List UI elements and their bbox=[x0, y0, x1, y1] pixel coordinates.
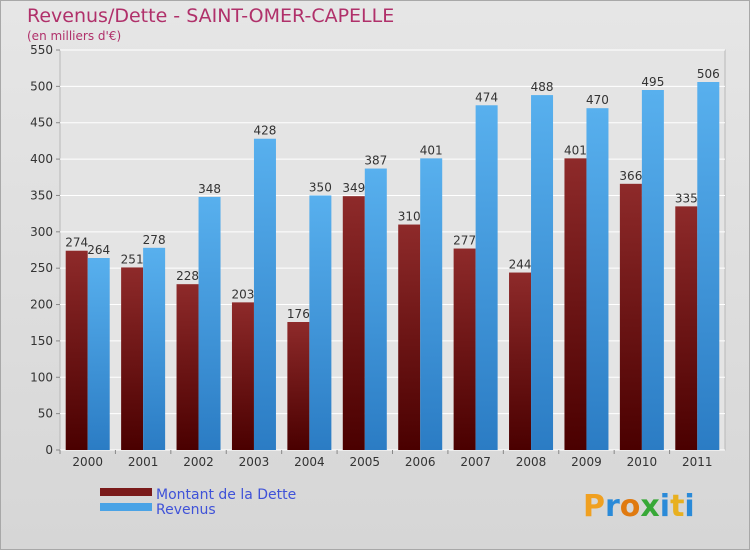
bar-debt bbox=[287, 322, 310, 450]
chart-title: Revenus/Dette - SAINT-OMER-CAPELLE bbox=[27, 5, 394, 27]
bar-revenue bbox=[364, 168, 387, 450]
value-label-debt: 251 bbox=[121, 252, 144, 266]
legend-swatch-revenue bbox=[100, 503, 152, 511]
value-label-revenue: 401 bbox=[420, 143, 443, 157]
bar-debt bbox=[342, 196, 365, 450]
value-label-debt: 274 bbox=[65, 236, 88, 250]
bar-debt bbox=[231, 302, 254, 450]
value-label-debt: 228 bbox=[176, 269, 199, 283]
x-tick-label: 2003 bbox=[239, 455, 270, 469]
y-tick-label: 400 bbox=[30, 152, 53, 166]
bar-revenue bbox=[531, 95, 554, 450]
value-label-revenue: 264 bbox=[87, 243, 110, 257]
bar-revenue bbox=[87, 258, 110, 450]
value-label-debt: 366 bbox=[619, 169, 642, 183]
legend-label-debt: Montant de la Dette bbox=[156, 487, 296, 503]
y-tick-label: 500 bbox=[30, 79, 53, 93]
bar-debt bbox=[619, 183, 642, 450]
value-label-revenue: 428 bbox=[254, 124, 277, 138]
value-label-revenue: 495 bbox=[641, 75, 664, 89]
y-axis-ticks: 0 50 100 150 200 250 300 350 400 450 500 550 bbox=[30, 43, 60, 457]
legend-swatch-debt bbox=[100, 488, 152, 496]
legend-label-revenue: Revenus bbox=[156, 502, 216, 518]
bar-debt bbox=[675, 206, 698, 450]
x-tick-label: 2009 bbox=[571, 455, 602, 469]
x-tick-label: 2007 bbox=[460, 455, 491, 469]
x-tick-label: 2004 bbox=[294, 455, 325, 469]
y-tick-label: 0 bbox=[45, 443, 53, 457]
bar-debt bbox=[65, 250, 88, 450]
bar-revenue bbox=[641, 90, 664, 450]
grid-lines bbox=[60, 49, 725, 451]
bar-debt bbox=[176, 284, 199, 450]
bar-debt bbox=[509, 272, 532, 450]
x-axis-ticks: 2000 2001 2002 2003 2004 2005 2006 2007 2008 2009… bbox=[59, 450, 713, 469]
value-label-debt: 203 bbox=[232, 287, 255, 301]
value-label-revenue: 387 bbox=[364, 154, 387, 168]
x-tick-label: 2006 bbox=[405, 455, 436, 469]
value-label-revenue: 474 bbox=[475, 90, 498, 104]
bar-revenue bbox=[253, 138, 276, 450]
value-label-revenue: 348 bbox=[198, 182, 221, 196]
y-tick-label: 200 bbox=[30, 298, 53, 312]
y-tick-label: 450 bbox=[30, 116, 53, 130]
bar-debt bbox=[121, 267, 144, 450]
y-tick-label: 250 bbox=[30, 261, 53, 275]
y-tick-label: 300 bbox=[30, 225, 53, 239]
y-tick-label: 100 bbox=[30, 370, 53, 384]
chart-subtitle: (en milliers d'€) bbox=[27, 29, 121, 43]
x-tick-label: 2002 bbox=[183, 455, 214, 469]
value-label-debt: 335 bbox=[675, 191, 698, 205]
value-label-revenue: 470 bbox=[586, 93, 609, 107]
value-label-revenue: 506 bbox=[697, 67, 720, 81]
x-tick-label: 2000 bbox=[72, 455, 103, 469]
bar-debt bbox=[453, 248, 476, 450]
value-label-revenue: 278 bbox=[143, 233, 166, 247]
bar-revenue bbox=[475, 105, 498, 450]
bar-revenue bbox=[420, 158, 443, 450]
legend: Montant de la Dette Revenus bbox=[100, 487, 296, 518]
bar-debt bbox=[564, 158, 587, 450]
value-label-revenue: 488 bbox=[531, 80, 554, 94]
plot-area bbox=[59, 49, 726, 451]
value-label-debt: 349 bbox=[342, 181, 365, 195]
y-tick-label: 50 bbox=[38, 407, 53, 421]
x-tick-label: 2001 bbox=[128, 455, 159, 469]
x-tick-label: 2008 bbox=[516, 455, 547, 469]
x-tick-label: 2011 bbox=[682, 455, 713, 469]
value-label-debt: 244 bbox=[509, 258, 532, 272]
bar-revenue bbox=[309, 195, 332, 450]
bar-revenue bbox=[198, 196, 221, 450]
value-label-debt: 401 bbox=[564, 143, 587, 157]
bar-revenue bbox=[586, 108, 609, 450]
x-tick-label: 2005 bbox=[350, 455, 381, 469]
bar-revenue bbox=[143, 247, 166, 450]
x-tick-label: 2010 bbox=[627, 455, 658, 469]
value-label-debt: 310 bbox=[398, 210, 421, 224]
y-tick-label: 550 bbox=[30, 43, 53, 57]
y-tick-label: 150 bbox=[30, 334, 53, 348]
proxiti-logo: Proxiti bbox=[583, 489, 695, 524]
bar-revenue bbox=[697, 82, 720, 450]
y-tick-label: 350 bbox=[30, 188, 53, 202]
bar-debt bbox=[398, 224, 421, 450]
value-label-debt: 176 bbox=[287, 307, 310, 321]
value-label-debt: 277 bbox=[453, 234, 476, 248]
value-label-revenue: 350 bbox=[309, 180, 332, 194]
